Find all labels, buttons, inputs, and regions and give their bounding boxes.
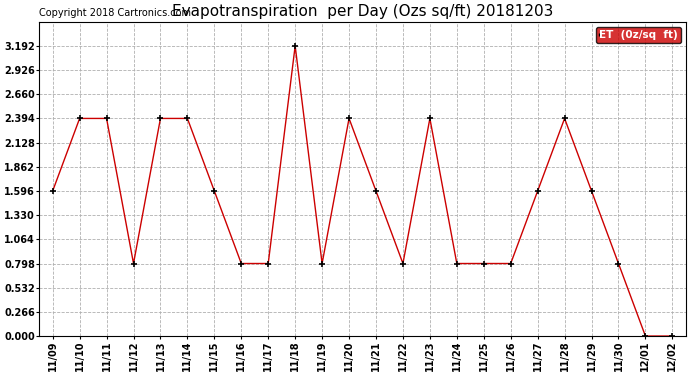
Text: Copyright 2018 Cartronics.com: Copyright 2018 Cartronics.com — [39, 8, 191, 18]
Legend: ET  (0z/sq  ft): ET (0z/sq ft) — [595, 27, 680, 43]
Title: Evapotranspiration  per Day (Ozs sq/ft) 20181203: Evapotranspiration per Day (Ozs sq/ft) 2… — [172, 4, 553, 19]
